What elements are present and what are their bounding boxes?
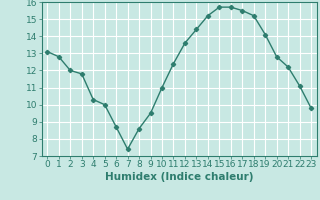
X-axis label: Humidex (Indice chaleur): Humidex (Indice chaleur): [105, 172, 253, 182]
